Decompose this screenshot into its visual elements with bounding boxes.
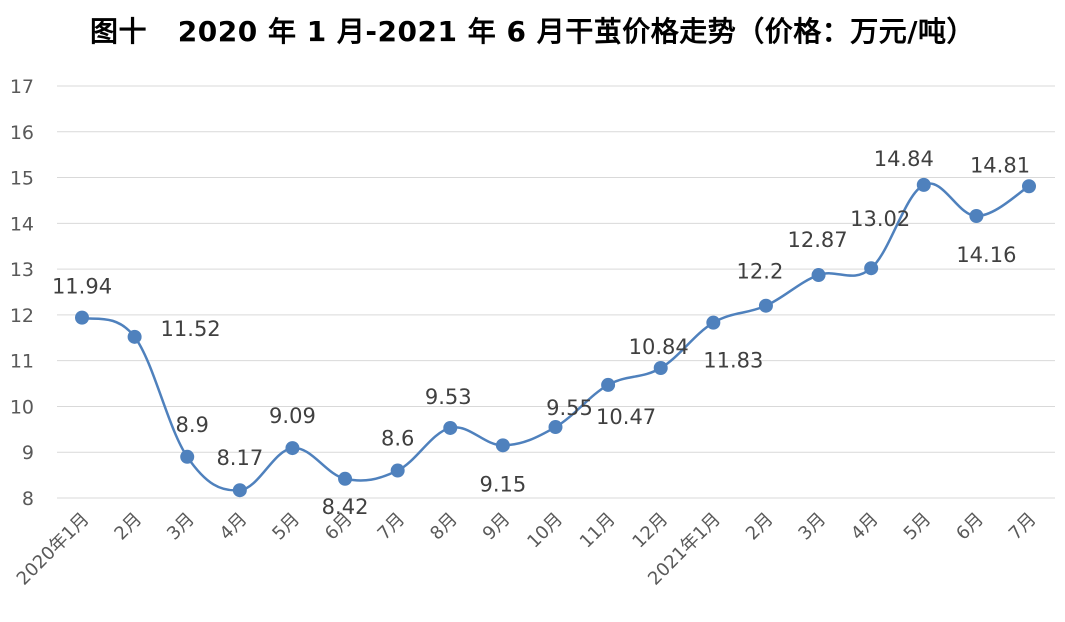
data-point <box>601 377 616 392</box>
data-point <box>916 177 931 192</box>
y-tick-label: 9 <box>22 442 34 464</box>
data-point <box>1022 179 1036 194</box>
data-label: 9.15 <box>480 472 527 496</box>
data-point <box>443 420 458 435</box>
data-label: 8.42 <box>322 495 369 519</box>
x-tick-label: 4月 <box>216 509 252 545</box>
data-label: 10.47 <box>596 405 656 429</box>
data-point <box>653 360 668 375</box>
x-tick-label: 2月 <box>742 509 778 545</box>
data-point <box>338 471 353 486</box>
x-tick-label: 7月 <box>374 509 410 545</box>
data-label: 12.2 <box>737 260 784 284</box>
data-point <box>75 310 89 325</box>
data-label: 12.87 <box>787 228 847 252</box>
y-tick-label: 14 <box>10 213 34 235</box>
data-point <box>758 298 773 313</box>
y-tick-label: 17 <box>10 76 34 98</box>
data-label: 14.16 <box>956 243 1016 267</box>
x-tick-label: 4月 <box>847 509 883 545</box>
data-label: 11.52 <box>161 317 221 341</box>
x-tick-label: 2020年1月 <box>13 509 94 590</box>
x-tick-label: 3月 <box>163 509 199 545</box>
data-point <box>811 268 826 283</box>
data-label: 13.02 <box>850 207 910 231</box>
data-label: 14.81 <box>970 153 1030 177</box>
y-tick-label: 12 <box>10 305 34 327</box>
data-point <box>969 209 984 224</box>
x-tick-label: 5月 <box>900 509 936 545</box>
data-label: 11.83 <box>703 349 763 373</box>
y-tick-label: 13 <box>10 259 34 281</box>
x-tick-label: 9月 <box>479 509 515 545</box>
data-point <box>285 441 300 456</box>
y-tick-label: 16 <box>10 122 34 144</box>
data-label: 8.17 <box>216 446 263 470</box>
data-point <box>232 483 247 498</box>
y-axis-ticks: 8 9 10 11 12 13 14 15 16 17 <box>10 76 34 510</box>
data-label: 8.6 <box>381 427 414 451</box>
x-tick-label: 10月 <box>523 509 567 553</box>
data-point <box>127 329 142 344</box>
data-point <box>706 315 721 330</box>
data-label: 10.84 <box>629 335 689 359</box>
x-tick-label: 12月 <box>628 509 672 553</box>
data-label: 9.55 <box>546 396 593 420</box>
x-tick-label: 5月 <box>268 509 304 545</box>
data-points <box>75 177 1036 498</box>
data-label: 9.53 <box>425 385 472 409</box>
y-tick-label: 10 <box>10 396 34 418</box>
gridlines <box>57 85 1055 499</box>
data-labels: 11.94 11.52 8.9 8.179.09 8.42 8.6 9.53 9.15 9.55… <box>52 147 1030 519</box>
x-tick-label: 11月 <box>576 509 620 553</box>
data-point <box>864 261 879 276</box>
data-point <box>548 420 563 435</box>
x-tick-label: 8月 <box>426 509 462 545</box>
data-point <box>180 449 195 464</box>
x-tick-label: 3月 <box>794 509 830 545</box>
data-label: 9.09 <box>269 404 316 428</box>
chart-title: 图十 2020 年 1 月-2021 年 6 月干茧价格走势（价格：万元/吨） <box>90 15 975 48</box>
data-point <box>390 463 405 478</box>
x-tick-label: 2月 <box>110 509 146 545</box>
data-label: 14.84 <box>874 147 934 171</box>
x-tick-label: 7月 <box>1005 509 1041 545</box>
x-tick-label: 6月 <box>952 509 988 545</box>
data-point <box>495 438 510 453</box>
y-tick-label: 8 <box>22 488 34 510</box>
y-tick-label: 11 <box>10 351 34 373</box>
y-tick-label: 15 <box>10 168 34 190</box>
data-label: 8.9 <box>176 413 209 437</box>
data-label: 11.94 <box>52 275 112 299</box>
